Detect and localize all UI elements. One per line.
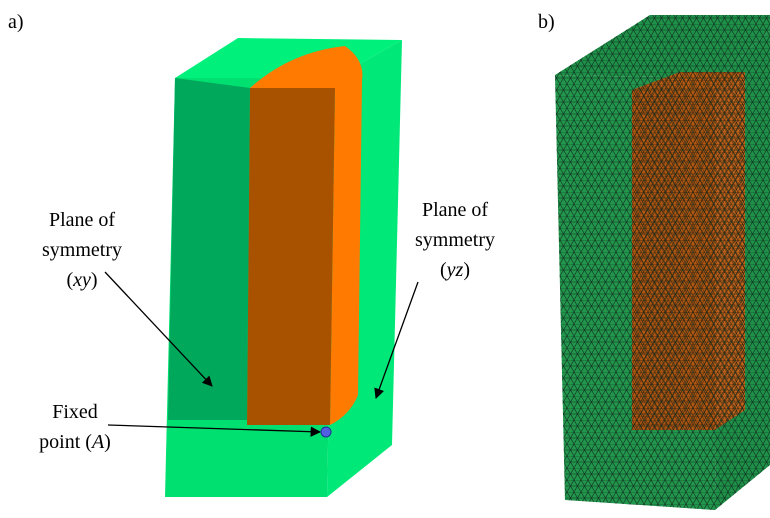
panel-label: a) <box>8 11 24 33</box>
annotation: point (A) <box>39 431 111 453</box>
fixed-point <box>321 427 331 437</box>
annotation: ) <box>104 431 111 453</box>
annotation: ) <box>463 259 470 281</box>
panel-b: b) <box>538 11 770 510</box>
annotation: xy <box>72 269 91 291</box>
annotation: (yz) <box>440 259 470 281</box>
annotation: ) <box>91 269 98 291</box>
panel-a: a) Plane of symmetry (xy) Plane of symme… <box>8 11 495 497</box>
symmetry-plane-xy <box>168 78 250 420</box>
annotation: Plane of <box>49 209 115 231</box>
annotation: point ( <box>39 431 92 453</box>
annotation: A <box>90 431 105 453</box>
annotation: yz <box>445 259 464 281</box>
panel-label: b) <box>538 11 555 33</box>
annotation: symmetry <box>415 229 495 251</box>
mesh-lines <box>632 72 745 430</box>
cylinder-cut <box>247 88 335 425</box>
figure: a) Plane of symmetry (xy) Plane of symme… <box>0 0 770 518</box>
annotation: (xy) <box>66 269 97 291</box>
annotation: symmetry <box>42 239 122 261</box>
annotation: Fixed <box>52 401 98 423</box>
annotation: Plane of <box>422 199 488 221</box>
